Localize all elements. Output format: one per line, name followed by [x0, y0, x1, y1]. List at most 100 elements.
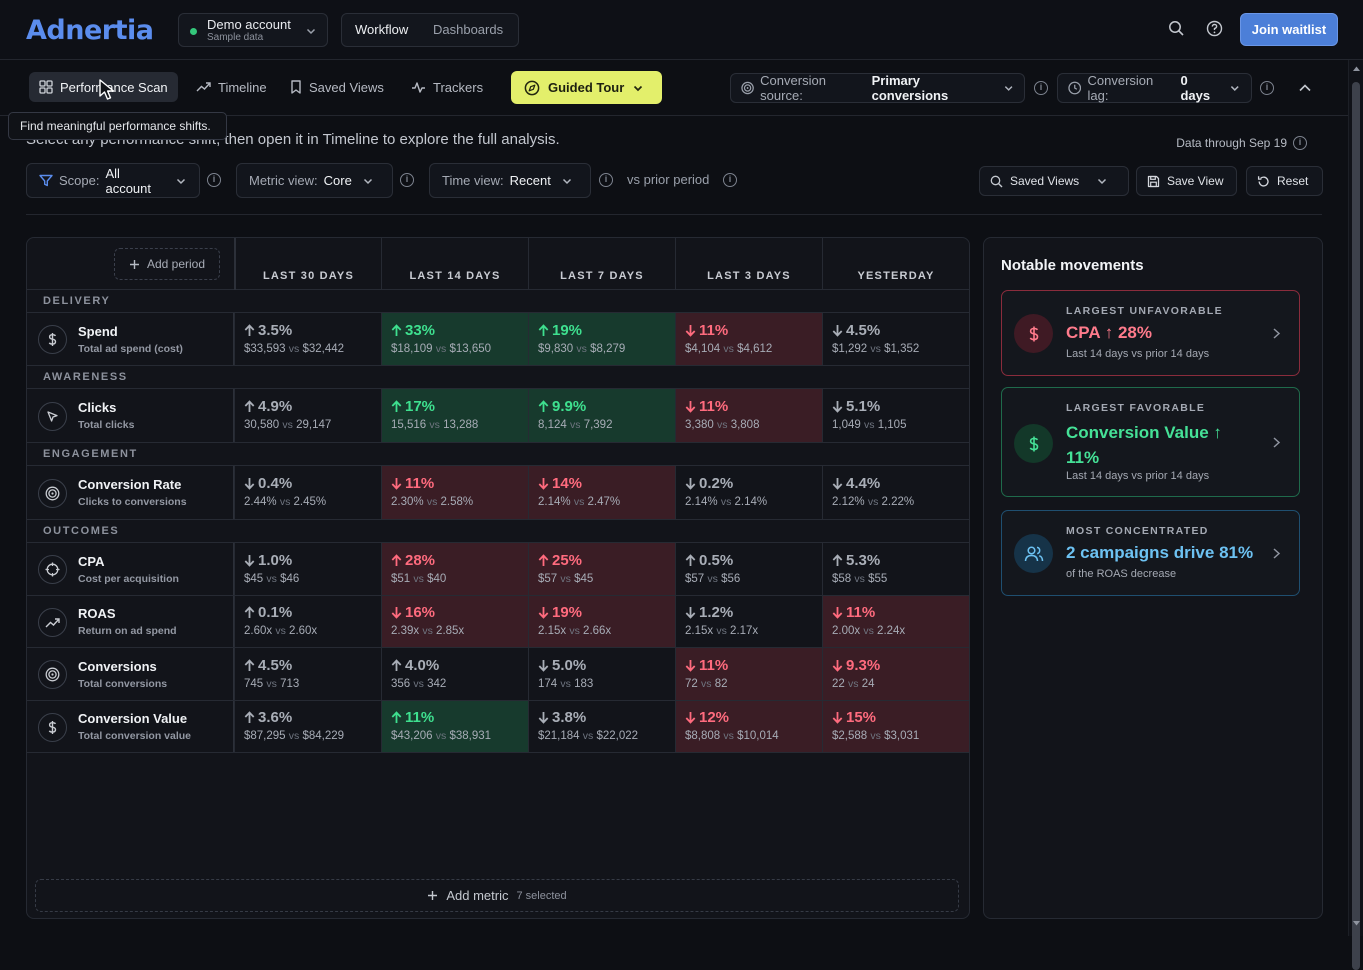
metric-label-cell[interactable]: ROAS Return on ad spend — [27, 596, 235, 647]
metric-change-cell[interactable]: 1.2% 2.15x vs 2.17x — [675, 596, 822, 647]
change-percent: 19% — [538, 322, 582, 339]
app-logo[interactable]: Adnertia — [26, 14, 154, 46]
info-icon[interactable]: i — [1293, 136, 1307, 150]
add-metric-button[interactable]: Add metric 7 selected — [35, 879, 959, 912]
metric-label-cell[interactable]: Conversion Rate Clicks to conversions — [27, 466, 235, 519]
metric-change-cell[interactable]: 11% 2.30% vs 2.58% — [381, 466, 528, 519]
metric-label-cell[interactable]: Spend Total ad spend (cost) — [27, 313, 235, 365]
metric-change-cell[interactable]: 5.0% 174 vs 183 — [528, 648, 675, 700]
metric-change-cell[interactable]: 4.5% $1,292 vs $1,352 — [822, 313, 969, 365]
info-icon[interactable]: i — [1034, 81, 1048, 95]
chevron-right-icon — [1273, 328, 1281, 339]
metric-change-cell[interactable]: 3.6% $87,295 vs $84,229 — [234, 701, 381, 752]
scroll-down-arrow-icon[interactable] — [1352, 920, 1361, 927]
metric-change-cell[interactable]: 3.5% $33,593 vs $32,442 — [234, 313, 381, 365]
time-view-select[interactable]: Time view: Recent — [429, 163, 591, 198]
current-value: 72 — [685, 678, 698, 690]
most-concentrated-card[interactable]: MOST CONCENTRATED 2 campaigns drive 81% … — [1001, 510, 1300, 596]
metric-change-cell[interactable]: 5.1% 1,049 vs 1,105 — [822, 389, 969, 442]
metric-change-cell[interactable]: 5.3% $58 vs $55 — [822, 543, 969, 595]
notable-movements-title: Notable movements — [1001, 257, 1144, 274]
metric-change-cell[interactable]: 3.8% $21,184 vs $22,022 — [528, 701, 675, 752]
scope-label: Scope: — [58, 173, 100, 188]
info-icon[interactable]: i — [1260, 81, 1274, 95]
guided-tour-button[interactable]: Guided Tour — [511, 71, 662, 104]
mode-dashboards[interactable]: Dashboards — [433, 22, 504, 37]
metric-change-cell[interactable]: 11% 72 vs 82 — [675, 648, 822, 700]
metric-label-cell[interactable]: Conversion Value Total conversion value — [27, 701, 235, 752]
metric-change-cell[interactable]: 33% $18,109 vs $13,650 — [381, 313, 528, 365]
page-scrollbar[interactable] — [1348, 60, 1363, 970]
metric-change-cell[interactable]: 9.9% 8,124 vs 7,392 — [528, 389, 675, 442]
change-percent: 0.4% — [244, 475, 292, 492]
mode-workflow[interactable]: Workflow — [355, 22, 409, 37]
info-icon[interactable]: i — [400, 173, 414, 187]
scope-select[interactable]: Scope: All account — [26, 163, 200, 198]
conversion-lag-select[interactable]: Conversion lag: 0 days — [1057, 73, 1252, 103]
metric-change-cell[interactable]: 0.5% $57 vs $56 — [675, 543, 822, 595]
metric-change-cell[interactable]: 19% 2.15x vs 2.66x — [528, 596, 675, 647]
metric-label-cell[interactable]: Conversions Total conversions — [27, 648, 235, 700]
info-icon[interactable]: i — [723, 173, 737, 187]
tab-saved-views[interactable]: Saved Views — [290, 72, 384, 102]
metric-change-cell[interactable]: 4.9% 30,580 vs 29,147 — [234, 389, 381, 442]
metric-change-cell[interactable]: 19% $9,830 vs $8,279 — [528, 313, 675, 365]
previous-value: 2.85x — [436, 625, 465, 637]
metric-change-cell[interactable]: 0.2% 2.14% vs 2.14% — [675, 466, 822, 519]
change-value: 4.9% — [258, 398, 293, 415]
metric-change-cell[interactable]: 17% 15,516 vs 13,288 — [381, 389, 528, 442]
metric-change-cell[interactable]: 4.5% 745 vs 713 — [234, 648, 381, 700]
metric-change-cell[interactable]: 12% $8,808 vs $10,014 — [675, 701, 822, 752]
metric-change-cell[interactable]: 14% 2.14% vs 2.47% — [528, 466, 675, 519]
metric-label-cell[interactable]: Clicks Total clicks — [27, 389, 235, 442]
metric-change-cell[interactable]: 0.4% 2.44% vs 2.45% — [234, 466, 381, 519]
scroll-up-arrow-icon[interactable] — [1352, 65, 1361, 72]
metric-change-cell[interactable]: 11% $43,206 vs $38,931 — [381, 701, 528, 752]
add-period-button[interactable]: Add period — [114, 248, 220, 280]
metric-change-cell[interactable]: 9.3% 22 vs 24 — [822, 648, 969, 700]
saved-views-select[interactable]: Saved Views — [979, 166, 1129, 196]
account-status-dot — [190, 28, 197, 35]
metric-change-cell[interactable]: 4.4% 2.12% vs 2.22% — [822, 466, 969, 519]
change-value: 4.5% — [258, 657, 293, 674]
metric-change-cell[interactable]: 11% $4,104 vs $4,612 — [675, 313, 822, 365]
metric-change-cell[interactable]: 1.0% $45 vs $46 — [234, 543, 381, 595]
largest-unfavorable-card[interactable]: LARGEST UNFAVORABLE CPA ↑ 28% Last 14 da… — [1001, 290, 1300, 376]
metric-change-cell[interactable]: 16% 2.39x vs 2.85x — [381, 596, 528, 647]
tab-timeline[interactable]: Timeline — [196, 72, 267, 102]
reset-button[interactable]: Reset — [1246, 166, 1323, 196]
conversion-source-select[interactable]: Conversion source: Primary conversions — [730, 73, 1025, 103]
chevron-up-icon[interactable] — [1298, 82, 1312, 94]
tab-trackers[interactable]: Trackers — [411, 72, 483, 102]
previous-value: 1,105 — [877, 419, 907, 431]
current-value: 2.39x — [391, 625, 420, 637]
help-icon[interactable] — [1206, 20, 1223, 37]
comparison-values: 22 vs 24 — [832, 678, 875, 690]
vs-label: vs — [282, 419, 293, 431]
join-waitlist-button[interactable]: Join waitlist — [1240, 13, 1338, 46]
info-icon[interactable]: i — [599, 173, 613, 187]
save-view-button[interactable]: Save View — [1136, 166, 1237, 196]
search-icon — [990, 175, 1003, 187]
previous-value: $13,650 — [449, 343, 492, 355]
change-value: 33% — [405, 322, 436, 339]
metric-label-cell[interactable]: CPA Cost per acquisition — [27, 543, 235, 595]
vs-label: vs — [870, 343, 881, 355]
metric-change-cell[interactable]: 11% 3,380 vs 3,808 — [675, 389, 822, 442]
metric-change-cell[interactable]: 28% $51 vs $40 — [381, 543, 528, 595]
account-switcher[interactable]: Demo account Sample data — [178, 13, 328, 47]
largest-favorable-card[interactable]: LARGEST FAVORABLE Conversion Value ↑ 11%… — [1001, 387, 1300, 497]
arrow-down-icon — [244, 554, 255, 567]
metric-change-cell[interactable]: 0.1% 2.60x vs 2.60x — [234, 596, 381, 647]
metric-view-select[interactable]: Metric view: Core — [236, 163, 393, 198]
metric-change-cell[interactable]: 11% 2.00x vs 2.24x — [822, 596, 969, 647]
search-icon[interactable] — [1168, 20, 1185, 37]
tab-performance-scan[interactable]: Performance Scan — [29, 72, 178, 102]
metric-change-cell[interactable]: 4.0% 356 vs 342 — [381, 648, 528, 700]
metric-change-cell[interactable]: 15% $2,588 vs $3,031 — [822, 701, 969, 752]
scrollbar-thumb[interactable] — [1352, 82, 1360, 970]
info-icon[interactable]: i — [207, 173, 221, 187]
mode-switch: Workflow Dashboards — [341, 13, 519, 47]
metric-change-cell[interactable]: 25% $57 vs $45 — [528, 543, 675, 595]
change-percent: 5.0% — [538, 657, 586, 674]
